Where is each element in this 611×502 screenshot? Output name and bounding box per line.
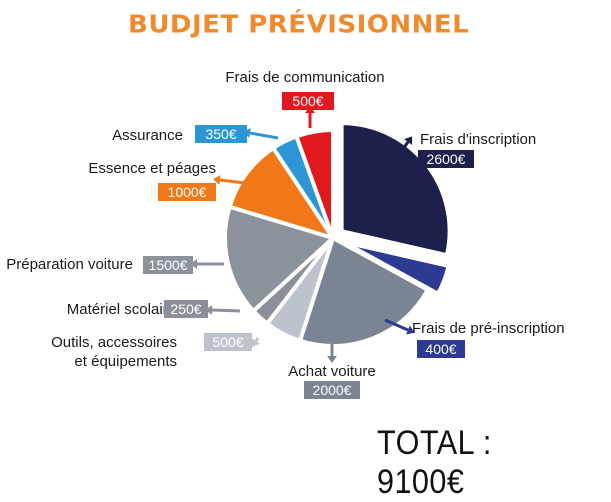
pointer-materiel-scolaire bbox=[211, 308, 241, 313]
value-label-achat-voiture: 2000€ bbox=[313, 382, 352, 398]
slice-label-frais-d-inscription: Frais d'inscription bbox=[420, 131, 536, 148]
pointer-head-achat-voiture bbox=[327, 356, 337, 363]
pointer-head-materiel-scolaire bbox=[205, 305, 213, 315]
pie-slice-preparation-voiture bbox=[223, 204, 335, 314]
value-box-achat-voiture bbox=[304, 381, 360, 399]
pie-slice-frais-de-communication bbox=[294, 128, 335, 240]
pointer-frais-d-inscription bbox=[393, 141, 410, 161]
slice-label-frais-de-pre-inscription: Frais de pré-inscription bbox=[412, 320, 565, 337]
slice-label-assurance: Assurance bbox=[112, 127, 183, 144]
value-label-frais-de-pre-inscription: 400€ bbox=[425, 341, 456, 357]
value-box-preparation-voiture bbox=[143, 256, 193, 274]
value-label-essence-et-peages: 1000€ bbox=[168, 184, 207, 200]
value-box-materiel-scolaire bbox=[164, 300, 208, 318]
value-box-frais-d-inscription bbox=[418, 150, 474, 168]
pointer-head-frais-de-pre-inscription bbox=[406, 325, 415, 335]
pointer-head-frais-d-inscription bbox=[404, 136, 413, 145]
chart-title: BUDJET PRÉVISIONNEL bbox=[128, 10, 470, 40]
value-box-frais-de-pre-inscription bbox=[417, 340, 465, 358]
value-label-preparation-voiture: 1500€ bbox=[149, 257, 188, 273]
slice-label-essence-et-peages: Essence et péages bbox=[88, 160, 216, 177]
value-box-frais-de-communication bbox=[282, 92, 334, 110]
pointer-head-outils-accessoires-et-equipements bbox=[251, 338, 261, 347]
pie-chart: Frais d'inscription 2600€ Frais de pré-ins… bbox=[6, 69, 565, 399]
slice-label-achat-voiture: Achat voiture bbox=[288, 363, 376, 380]
slice-label-outils-accessoires-et-equipements: Outils, accessoires et équipements bbox=[51, 334, 177, 370]
pointer-essence-et-peages bbox=[219, 178, 246, 185]
total-amount: TOTAL : 9100€ bbox=[377, 424, 492, 501]
pie-slice-frais-de-pre-inscription bbox=[341, 239, 451, 296]
value-box-essence-et-peages bbox=[158, 183, 216, 201]
pointer-head-essence-et-peages bbox=[213, 175, 221, 185]
value-box-assurance bbox=[195, 125, 247, 143]
slice-label-materiel-scolaire: Matériel scolaire bbox=[67, 301, 176, 318]
pie-slice-achat-voiture bbox=[297, 236, 430, 348]
pointer-frais-de-pre-inscription bbox=[384, 318, 409, 332]
pointer-assurance bbox=[249, 131, 279, 140]
value-box-outils-accessoires-et-equipements bbox=[204, 333, 252, 351]
value-label-outils-accessoires-et-equipements: 500€ bbox=[212, 334, 243, 350]
value-label-materiel-scolaire: 250€ bbox=[170, 301, 201, 317]
slice-label-preparation-voiture: Préparation voiture bbox=[6, 256, 133, 273]
value-label-frais-d-inscription: 2600€ bbox=[427, 151, 466, 167]
slice-label-frais-de-communication: Frais de communication bbox=[225, 69, 384, 86]
value-label-frais-de-communication: 500€ bbox=[292, 93, 323, 109]
value-label-assurance: 350€ bbox=[205, 126, 236, 142]
pointer-outils-accessoires-et-equipements bbox=[254, 337, 260, 342]
pointer-head-preparation-voiture bbox=[190, 259, 197, 269]
